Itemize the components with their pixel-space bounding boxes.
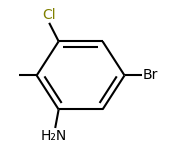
- Text: H₂N: H₂N: [40, 129, 67, 143]
- Text: Br: Br: [143, 68, 158, 82]
- Text: Cl: Cl: [42, 8, 56, 22]
